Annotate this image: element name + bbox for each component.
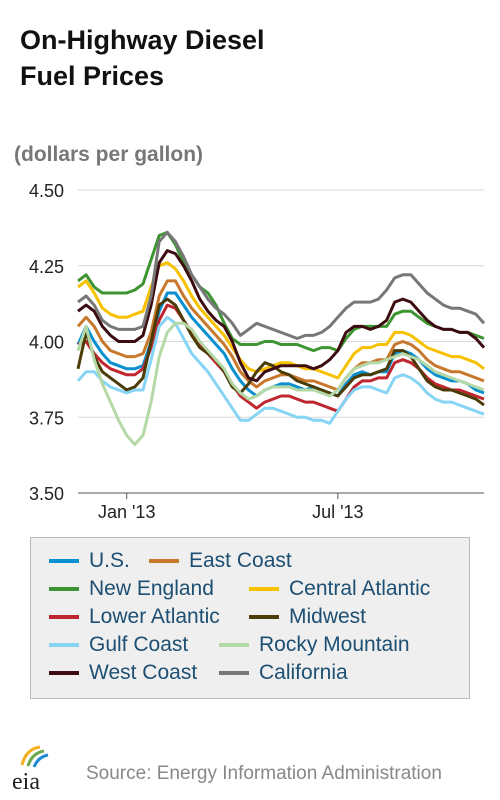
legend-label: Gulf Coast: [89, 633, 189, 656]
y-tick-label: 3.50: [29, 484, 64, 504]
legend-item: Rocky Mountain: [219, 631, 410, 659]
legend-label: California: [259, 661, 348, 684]
y-tick-label: 4.25: [29, 257, 64, 277]
logo-text: eia: [12, 769, 40, 793]
series-line-new-england: [77, 230, 485, 353]
legend-item: Central Atlantic: [249, 575, 430, 603]
legend-label: Midwest: [289, 605, 367, 628]
legend-label: West Coast: [89, 661, 198, 684]
logo-sunburst-icon: [20, 745, 49, 768]
legend-label: East Coast: [189, 549, 292, 572]
y-tick-label: 3.75: [29, 408, 64, 428]
legend-label: Rocky Mountain: [259, 633, 410, 656]
legend-label: U.S.: [89, 549, 130, 572]
series-line-midwest: [76, 297, 485, 407]
series-line-east-coast: [76, 279, 485, 392]
chart-legend: U.S. East Coast New England Central Atlanti…: [30, 537, 470, 699]
legend-swatch: [49, 559, 79, 563]
legend-label: Central Atlantic: [289, 577, 431, 600]
legend-swatch: [219, 643, 249, 647]
source-note: Source: Energy Information Administratio…: [86, 763, 442, 784]
series-line-central-atlantic: [77, 261, 485, 380]
y-tick-label: 4.00: [29, 333, 64, 353]
legend-swatch: [49, 587, 79, 591]
legend-swatch: [49, 643, 79, 647]
legend-swatch: [49, 671, 79, 675]
legend-swatch: [149, 559, 179, 563]
series-line-rocky-mountain: [76, 321, 485, 446]
chart-title-line1: On-Highway Diesel: [20, 25, 265, 55]
legend-swatch: [219, 671, 249, 675]
series-line-west-coast: [77, 249, 486, 383]
legend-item: West Coast: [49, 659, 197, 687]
chart-title: On-Highway Diesel Fuel Prices: [20, 22, 265, 94]
legend-item: East Coast: [149, 547, 292, 575]
legend-swatch: [249, 587, 279, 591]
legend-item: U.S.: [49, 547, 130, 575]
legend-label: Lower Atlantic: [89, 605, 220, 628]
legend-item: California: [219, 659, 348, 687]
y-tick-label: 4.50: [29, 181, 64, 201]
x-tick-label: Jul '13: [312, 502, 363, 522]
units-label: (dollars per gallon): [14, 143, 204, 166]
legend-item: New England: [49, 575, 214, 603]
legend-item: Gulf Coast: [49, 631, 188, 659]
x-tick-label: Jan '13: [98, 502, 155, 522]
legend-swatch: [49, 615, 79, 619]
series-line-california: [77, 230, 486, 340]
legend-item: Lower Atlantic: [49, 603, 220, 631]
line-chart: 4.50 4.25 4.00 3.75 3.50 Jan '13 Jul '13: [29, 181, 486, 522]
legend-label: New England: [89, 577, 214, 600]
legend-item: Midwest: [249, 603, 366, 631]
eia-logo: eia: [12, 745, 49, 793]
legend-swatch: [249, 615, 279, 619]
series-line-gulf-coast: [76, 315, 485, 425]
chart-title-line2: Fuel Prices: [20, 61, 165, 91]
